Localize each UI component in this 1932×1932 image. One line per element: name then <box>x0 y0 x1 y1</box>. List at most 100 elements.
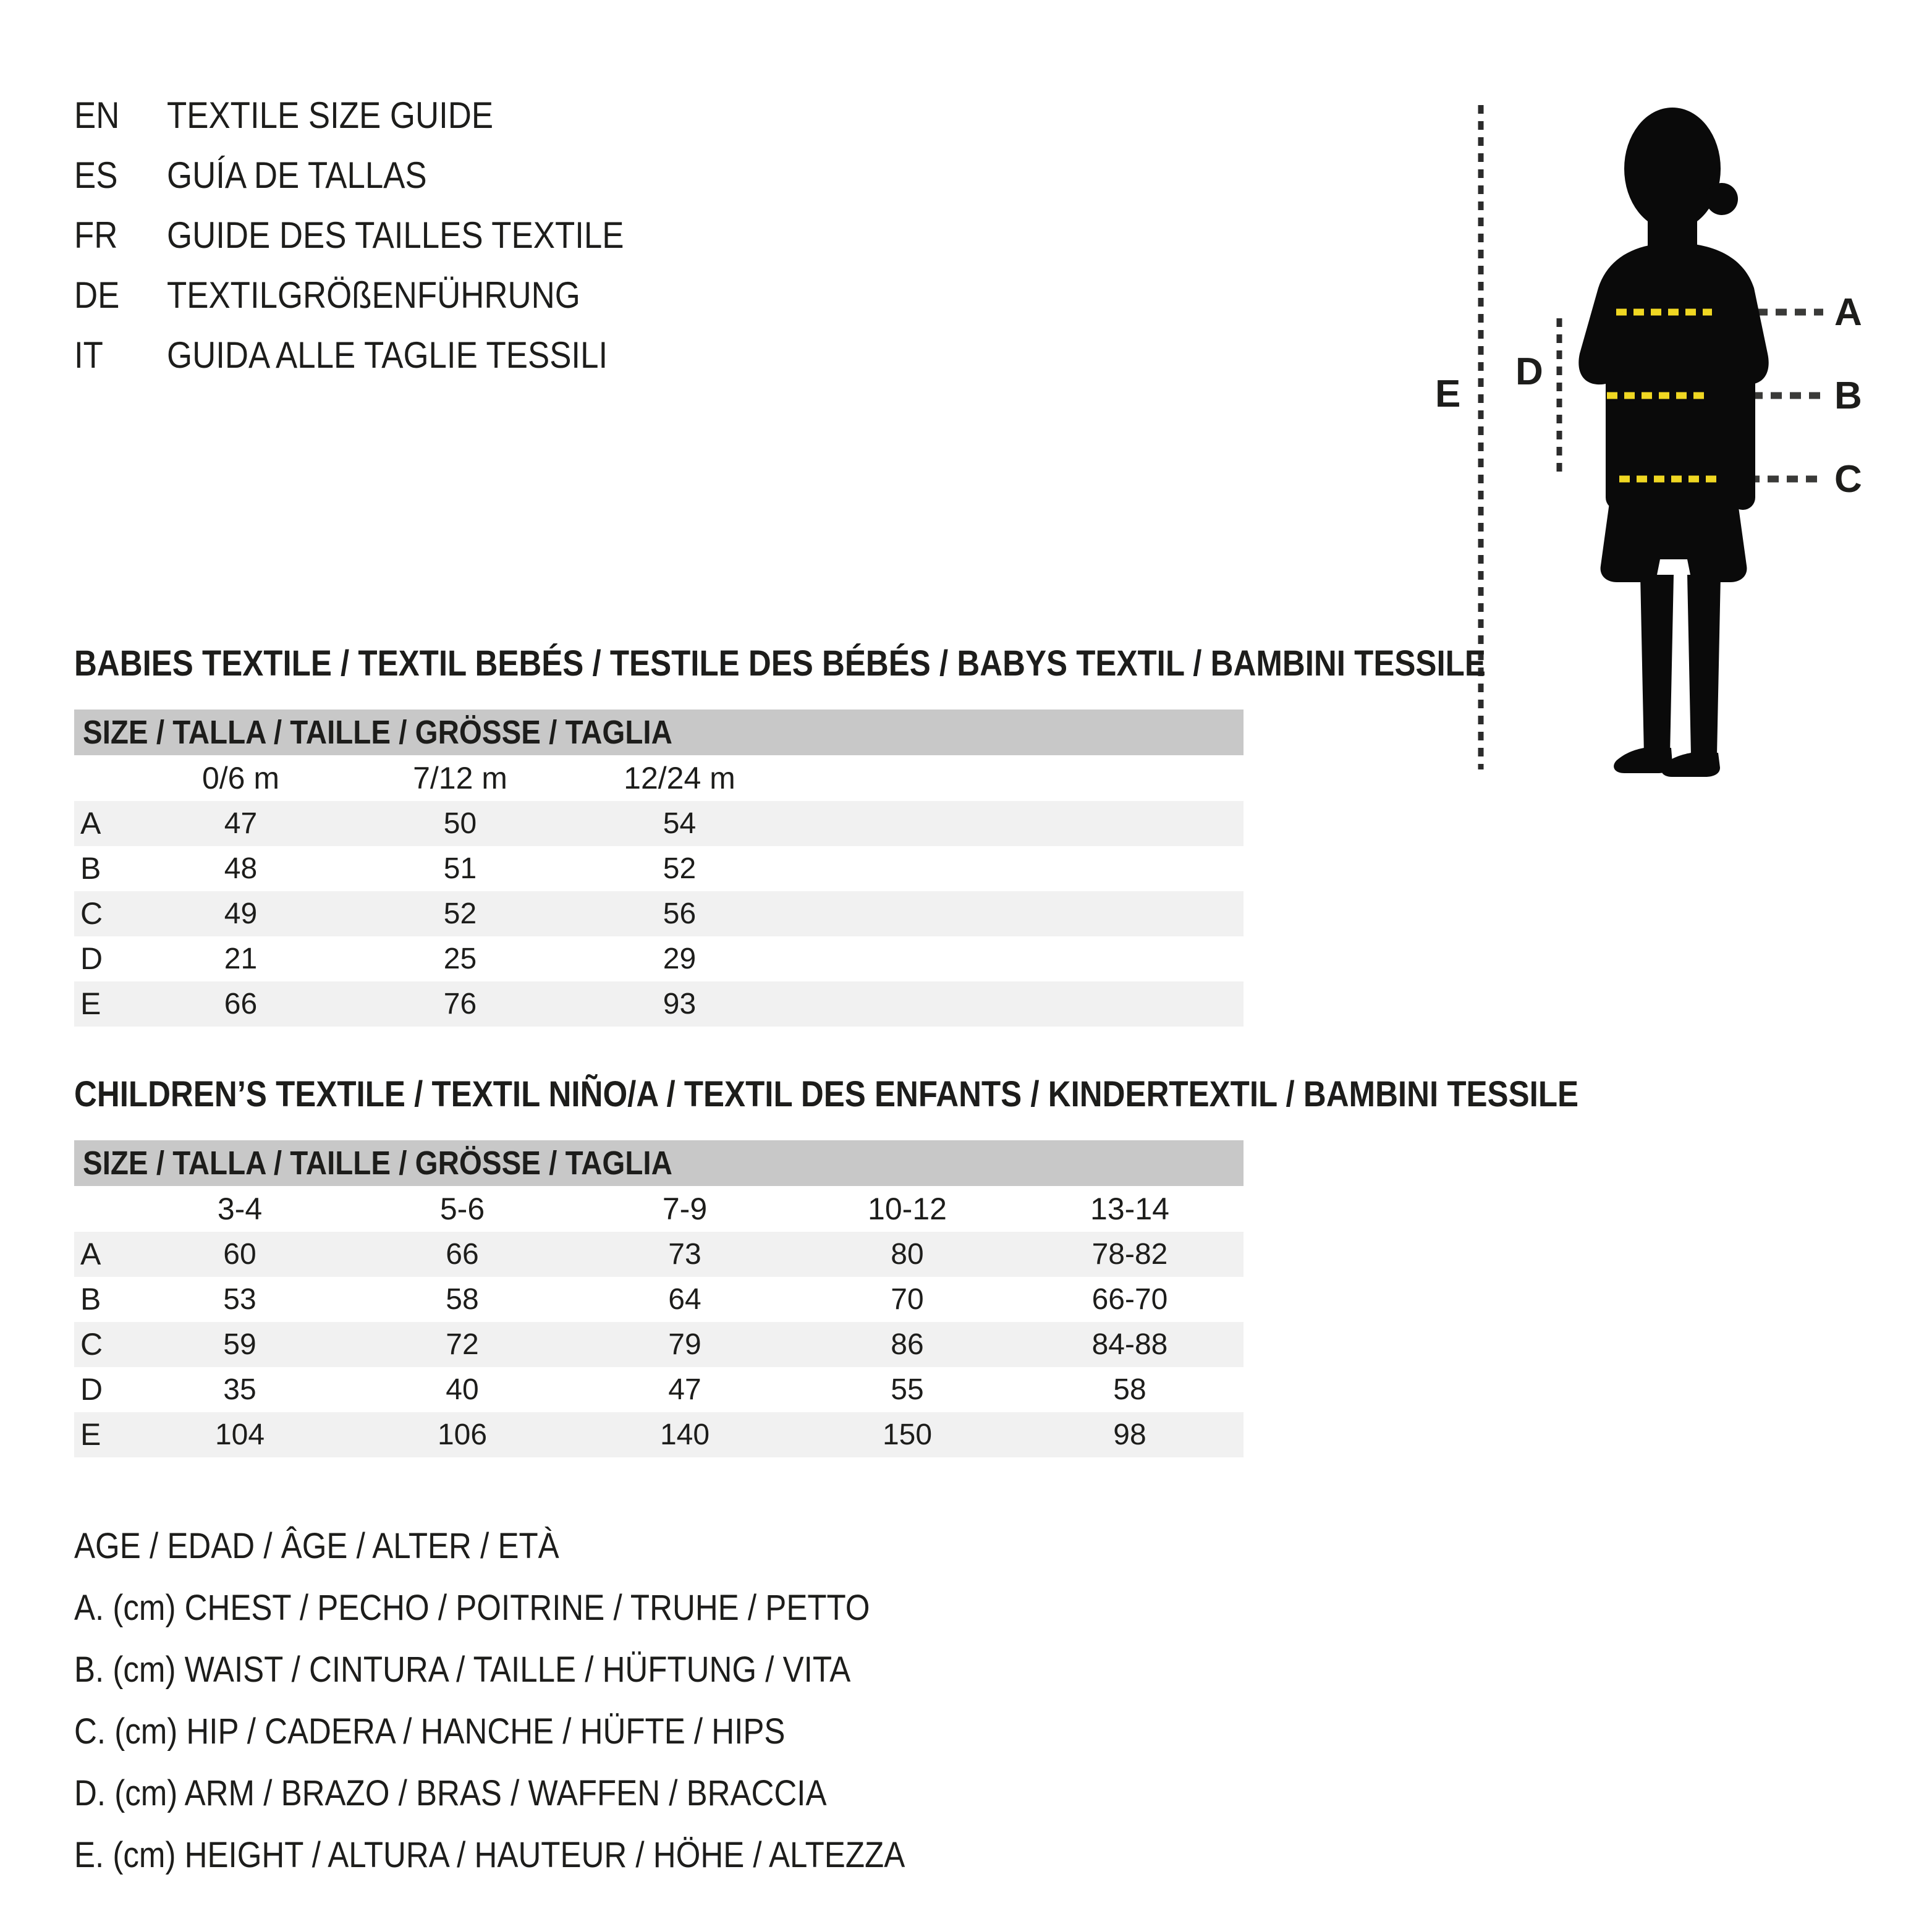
column-header: 5-6 <box>439 1192 485 1226</box>
size-header-bar: SIZE / TALLA / TAILLE / GRÖSSE / TAGLIA <box>74 710 1244 755</box>
table-cell: 84-88 <box>1091 1328 1168 1361</box>
table-cell: 47 <box>224 807 258 840</box>
table-cell: 72 <box>446 1328 479 1361</box>
language-code: EN <box>74 95 120 136</box>
language-title: GUIDE DES TAILLES TEXTILE <box>167 214 624 256</box>
table-cell: 86 <box>891 1328 924 1361</box>
table-cell: 140 <box>659 1418 710 1451</box>
table-row: D 35 40 47 55 58 <box>74 1367 1244 1412</box>
table-row: C 49 52 56 <box>74 891 1244 936</box>
legend-line-hip: C. (cm) HIP / CADERA / HANCHE / HÜFTE / … <box>74 1711 786 1752</box>
table-cell: 104 <box>214 1418 265 1451</box>
table-cell: 76 <box>443 988 477 1020</box>
table-cell: 52 <box>443 897 477 930</box>
language-title: GUÍA DE TALLAS <box>167 155 427 196</box>
size-header-bar: SIZE / TALLA / TAILLE / GRÖSSE / TAGLIA <box>74 1140 1244 1186</box>
children-size-table: SIZE / TALLA / TAILLE / GRÖSSE / TAGLIA … <box>74 1140 1244 1457</box>
column-header: 7-9 <box>662 1192 708 1226</box>
row-label: C <box>80 896 103 931</box>
column-header: 0/6 m <box>201 761 280 795</box>
babies-section-title: BABIES TEXTILE / TEXTIL BEBÉS / TESTILE … <box>74 643 1486 684</box>
table-cell: 60 <box>223 1238 256 1271</box>
children-rows: A 60 66 73 80 78-82 B 53 58 64 70 66-70 … <box>74 1232 1244 1457</box>
table-cell: 58 <box>1113 1373 1146 1406</box>
table-cell: 53 <box>223 1283 256 1316</box>
table-cell: 56 <box>663 897 697 930</box>
language-title: TEXTILE SIZE GUIDE <box>167 95 494 136</box>
language-code: IT <box>74 334 103 376</box>
table-cell: 21 <box>224 943 258 975</box>
table-cell: 66 <box>446 1238 479 1271</box>
babies-rows: A 47 50 54 B 48 51 52 C 49 52 56 D 21 25… <box>74 801 1244 1027</box>
table-row: E 66 76 93 <box>74 981 1244 1027</box>
legend-line-age: AGE / EDAD / ÂGE / ALTER / ETÀ <box>74 1526 559 1566</box>
table-cell: 25 <box>443 943 477 975</box>
table-row: B 48 51 52 <box>74 846 1244 891</box>
table-cell: 64 <box>668 1283 701 1316</box>
table-cell: 55 <box>891 1373 924 1406</box>
table-cell: 50 <box>443 807 477 840</box>
figure-label-c: C <box>1834 458 1862 501</box>
table-cell: 40 <box>446 1373 479 1406</box>
row-label: D <box>80 1372 103 1407</box>
figure-label-e: E <box>1435 373 1460 415</box>
table-cell: 93 <box>663 988 697 1020</box>
column-header: 3-4 <box>217 1192 263 1226</box>
table-cell: 150 <box>882 1418 933 1451</box>
legend-line-height: E. (cm) HEIGHT / ALTURA / HAUTEUR / HÖHE… <box>74 1835 905 1875</box>
table-cell: 29 <box>663 943 697 975</box>
row-label: C <box>80 1327 103 1362</box>
row-label: E <box>80 986 101 1021</box>
child-silhouette-icon <box>1578 108 1769 777</box>
table-row: E 104 106 140 150 98 <box>74 1412 1244 1457</box>
legend-line-chest: A. (cm) CHEST / PECHO / POITRINE / TRUHE… <box>74 1588 870 1628</box>
table-cell: 98 <box>1113 1418 1146 1451</box>
children-section-title: CHILDREN’S TEXTILE / TEXTIL NIÑO/A / TEX… <box>74 1074 1579 1114</box>
column-header: 7/12 m <box>413 761 507 795</box>
column-header: 12/24 m <box>624 761 735 795</box>
babies-size-table: SIZE / TALLA / TAILLE / GRÖSSE / TAGLIA … <box>74 710 1244 1027</box>
legend-line-arm: D. (cm) ARM / BRAZO / BRAS / WAFFEN / BR… <box>74 1773 827 1813</box>
table-cell: 66 <box>224 988 258 1020</box>
table-cell: 78-82 <box>1091 1238 1168 1271</box>
table-row: A 60 66 73 80 78-82 <box>74 1232 1244 1277</box>
children-column-header-row: 3-4 5-6 7-9 10-12 13-14 <box>74 1186 1244 1232</box>
table-cell: 35 <box>223 1373 256 1406</box>
table-cell: 59 <box>223 1328 256 1361</box>
table-cell: 48 <box>224 852 258 885</box>
language-title: TEXTILGRÖßENFÜHRUNG <box>167 274 580 316</box>
row-label: E <box>80 1417 101 1452</box>
table-cell: 47 <box>668 1373 701 1406</box>
legend-line-waist: B. (cm) WAIST / CINTURA / TAILLE / HÜFTU… <box>74 1650 851 1690</box>
table-cell: 70 <box>891 1283 924 1316</box>
table-row: C 59 72 79 86 84-88 <box>74 1322 1244 1367</box>
figure-label-a: A <box>1834 291 1862 334</box>
babies-column-header-row: 0/6 m 7/12 m 12/24 m <box>74 755 1244 801</box>
table-cell: 51 <box>443 852 477 885</box>
table-row: B 53 58 64 70 66-70 <box>74 1277 1244 1322</box>
table-cell: 106 <box>437 1418 488 1451</box>
language-code: FR <box>74 214 118 256</box>
language-title: GUIDA ALLE TAGLIE TESSILI <box>167 334 608 376</box>
table-cell: 52 <box>663 852 697 885</box>
column-header: 13-14 <box>1090 1192 1169 1226</box>
table-cell: 66-70 <box>1091 1283 1168 1316</box>
table-row: D 21 25 29 <box>74 936 1244 981</box>
language-code: DE <box>74 274 120 316</box>
row-label: A <box>80 806 101 841</box>
column-header: 10-12 <box>868 1192 947 1226</box>
table-cell: 79 <box>668 1328 701 1361</box>
table-cell: 80 <box>891 1238 924 1271</box>
language-code: ES <box>74 155 118 196</box>
row-label: D <box>80 941 103 976</box>
table-cell: 49 <box>224 897 258 930</box>
table-cell: 58 <box>446 1283 479 1316</box>
row-label: B <box>80 1282 101 1316</box>
measurement-figure: A B C D E <box>1435 105 1862 777</box>
figure-label-b: B <box>1834 375 1862 417</box>
row-label: B <box>80 851 101 886</box>
table-row: A 47 50 54 <box>74 801 1244 846</box>
figure-label-d: D <box>1515 350 1543 393</box>
table-cell: 54 <box>663 807 697 840</box>
row-label: A <box>80 1237 101 1271</box>
